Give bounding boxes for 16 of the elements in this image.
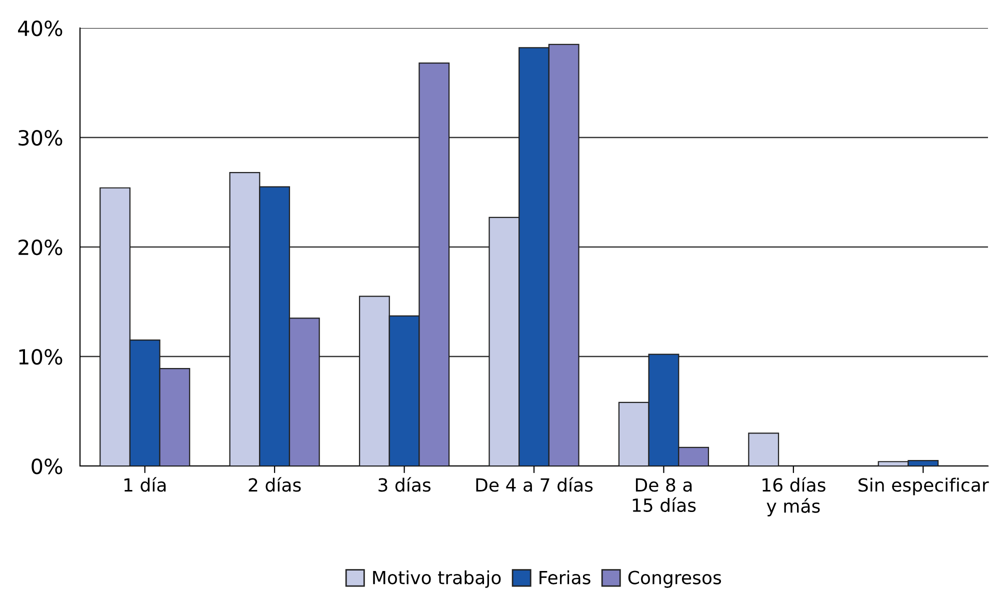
legend-label: Motivo trabajo bbox=[373, 570, 501, 588]
x-tick-label: Sin especificar bbox=[858, 478, 989, 496]
legend-label: Congresos bbox=[628, 570, 722, 588]
x-tick-label: 2 días bbox=[248, 477, 301, 492]
y-tick-label: 10% bbox=[19, 348, 62, 365]
y-tick-label: 0% bbox=[32, 458, 62, 474]
y-tick-label: 40% bbox=[18, 20, 62, 36]
bar bbox=[748, 432, 780, 466]
x-tick-label: De 8 a 15 días bbox=[632, 478, 696, 512]
x-tick-label: De 4 a 7 días bbox=[476, 477, 593, 492]
y-tick-label: 20% bbox=[18, 239, 62, 256]
y-tick-label: 30% bbox=[18, 130, 62, 146]
x-tick-label: 16 días y más bbox=[762, 477, 826, 516]
legend-label: Ferias bbox=[540, 570, 590, 584]
x-tick-label: 3 días bbox=[378, 477, 430, 492]
x-tick-label: 1 día bbox=[124, 477, 166, 492]
